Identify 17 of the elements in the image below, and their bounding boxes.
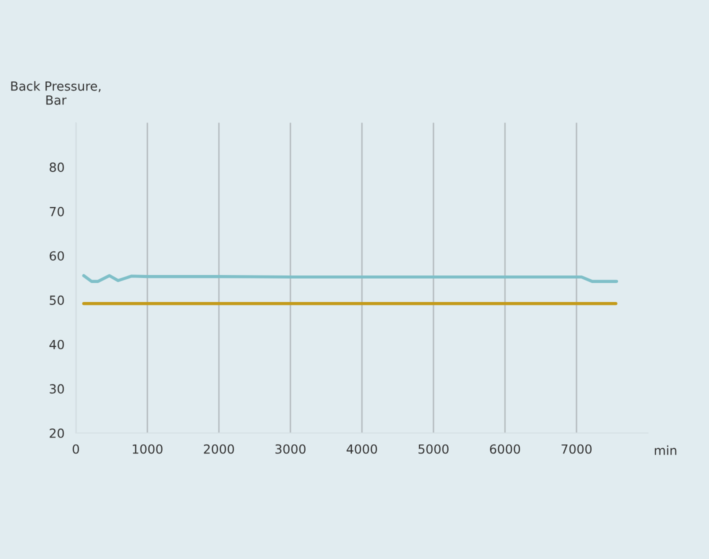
y-tick-label: 60	[50, 251, 64, 261]
y-tick-label: 20	[50, 428, 64, 438]
x-tick-label: 5000	[418, 444, 449, 454]
y-tick-label: 70	[50, 206, 64, 216]
y-tick-label: 50	[50, 296, 64, 305]
y-axis-title: Back Pressure, Bar	[11, 81, 100, 105]
y-tick-label: 30	[50, 384, 64, 394]
x-tick-label: 1000	[132, 444, 162, 454]
x-tick-label: 6000	[490, 444, 520, 454]
y-tick-label: 80	[50, 162, 64, 172]
x-tick-label: 2000	[204, 444, 234, 454]
x-tick-label: 3000	[275, 444, 306, 454]
x-tick-label: 7000	[562, 444, 592, 454]
x-tick-label: 0	[72, 444, 80, 454]
x-axis-title: min	[654, 445, 676, 455]
x-tick-label: 4000	[346, 444, 378, 454]
y-tick-label: 40	[49, 340, 64, 350]
